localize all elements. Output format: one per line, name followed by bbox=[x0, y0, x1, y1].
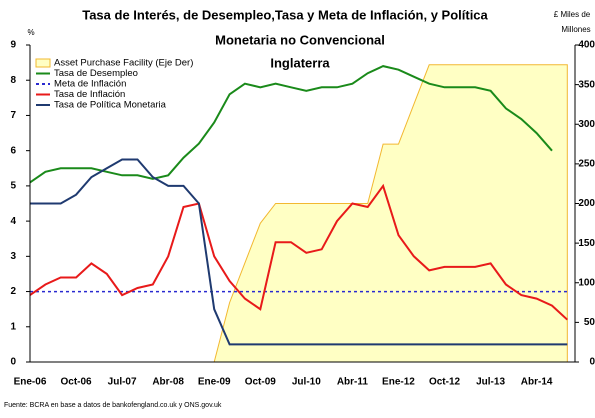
y2-axis-label: Millones bbox=[561, 25, 590, 34]
chart-title: Inglaterra bbox=[270, 55, 330, 70]
y-tick-label: 9 bbox=[10, 40, 16, 51]
y2-tick-label: 300 bbox=[578, 119, 595, 130]
legend-label: Tasa de Inflación bbox=[54, 89, 125, 100]
x-tick-label: Jul-13 bbox=[476, 377, 505, 388]
source-note: Fuente: BCRA en base a datos de bankofen… bbox=[4, 402, 222, 409]
legend-label: Tasa de Desempleo bbox=[54, 68, 138, 79]
y2-tick-label: 0 bbox=[589, 357, 595, 368]
chart-title: Monetaria no Convencional bbox=[215, 32, 385, 47]
y-tick-label: 7 bbox=[10, 110, 16, 121]
y2-tick-label: 50 bbox=[584, 317, 595, 328]
x-tick-label: Abr-14 bbox=[521, 377, 553, 388]
y2-tick-label: 350 bbox=[578, 79, 595, 90]
y-tick-label: 0 bbox=[10, 357, 16, 368]
legend-label: Tasa de Política Monetaria bbox=[54, 100, 167, 111]
x-tick-label: Ene-09 bbox=[198, 377, 231, 388]
y-tick-label: 2 bbox=[10, 286, 16, 297]
y-tick-label: 4 bbox=[10, 216, 16, 227]
x-tick-label: Jul-10 bbox=[292, 377, 321, 388]
chart-title: Tasa de Interés, de Desempleo,Tasa y Met… bbox=[82, 7, 488, 22]
x-tick-label: Jul-07 bbox=[108, 377, 137, 388]
line bbox=[30, 158, 568, 346]
y-tick-label: 1 bbox=[10, 321, 16, 332]
y-tick-label: 8 bbox=[10, 75, 16, 86]
y2-tick-label: 250 bbox=[578, 159, 595, 170]
legend-label: Meta de Inflación bbox=[54, 79, 126, 90]
y-tick-label: 5 bbox=[10, 181, 16, 192]
x-tick-label: Abr-08 bbox=[152, 377, 184, 388]
x-tick-label: Oct-09 bbox=[245, 377, 277, 388]
y-tick-label: 6 bbox=[10, 145, 16, 156]
y2-axis-label: £ Miles de bbox=[554, 10, 591, 19]
y2-tick-label: 150 bbox=[578, 238, 595, 249]
x-tick-label: Ene-12 bbox=[382, 377, 415, 388]
y2-tick-label: 100 bbox=[578, 277, 595, 288]
legend-label: Asset Purchase Facility (Eje Der) bbox=[54, 58, 193, 69]
x-tick-label: Ene-06 bbox=[14, 377, 47, 388]
y2-tick-label: 200 bbox=[578, 198, 595, 209]
y-axis-label: % bbox=[27, 28, 34, 37]
x-tick-label: Oct-12 bbox=[429, 377, 461, 388]
line bbox=[29, 65, 553, 184]
y2-tick-label: 400 bbox=[578, 40, 595, 51]
x-tick-label: Abr-11 bbox=[337, 377, 369, 388]
x-tick-label: Oct-06 bbox=[60, 377, 92, 388]
y-tick-label: 3 bbox=[10, 251, 16, 262]
legend-swatch bbox=[35, 58, 51, 68]
line bbox=[29, 183, 568, 321]
